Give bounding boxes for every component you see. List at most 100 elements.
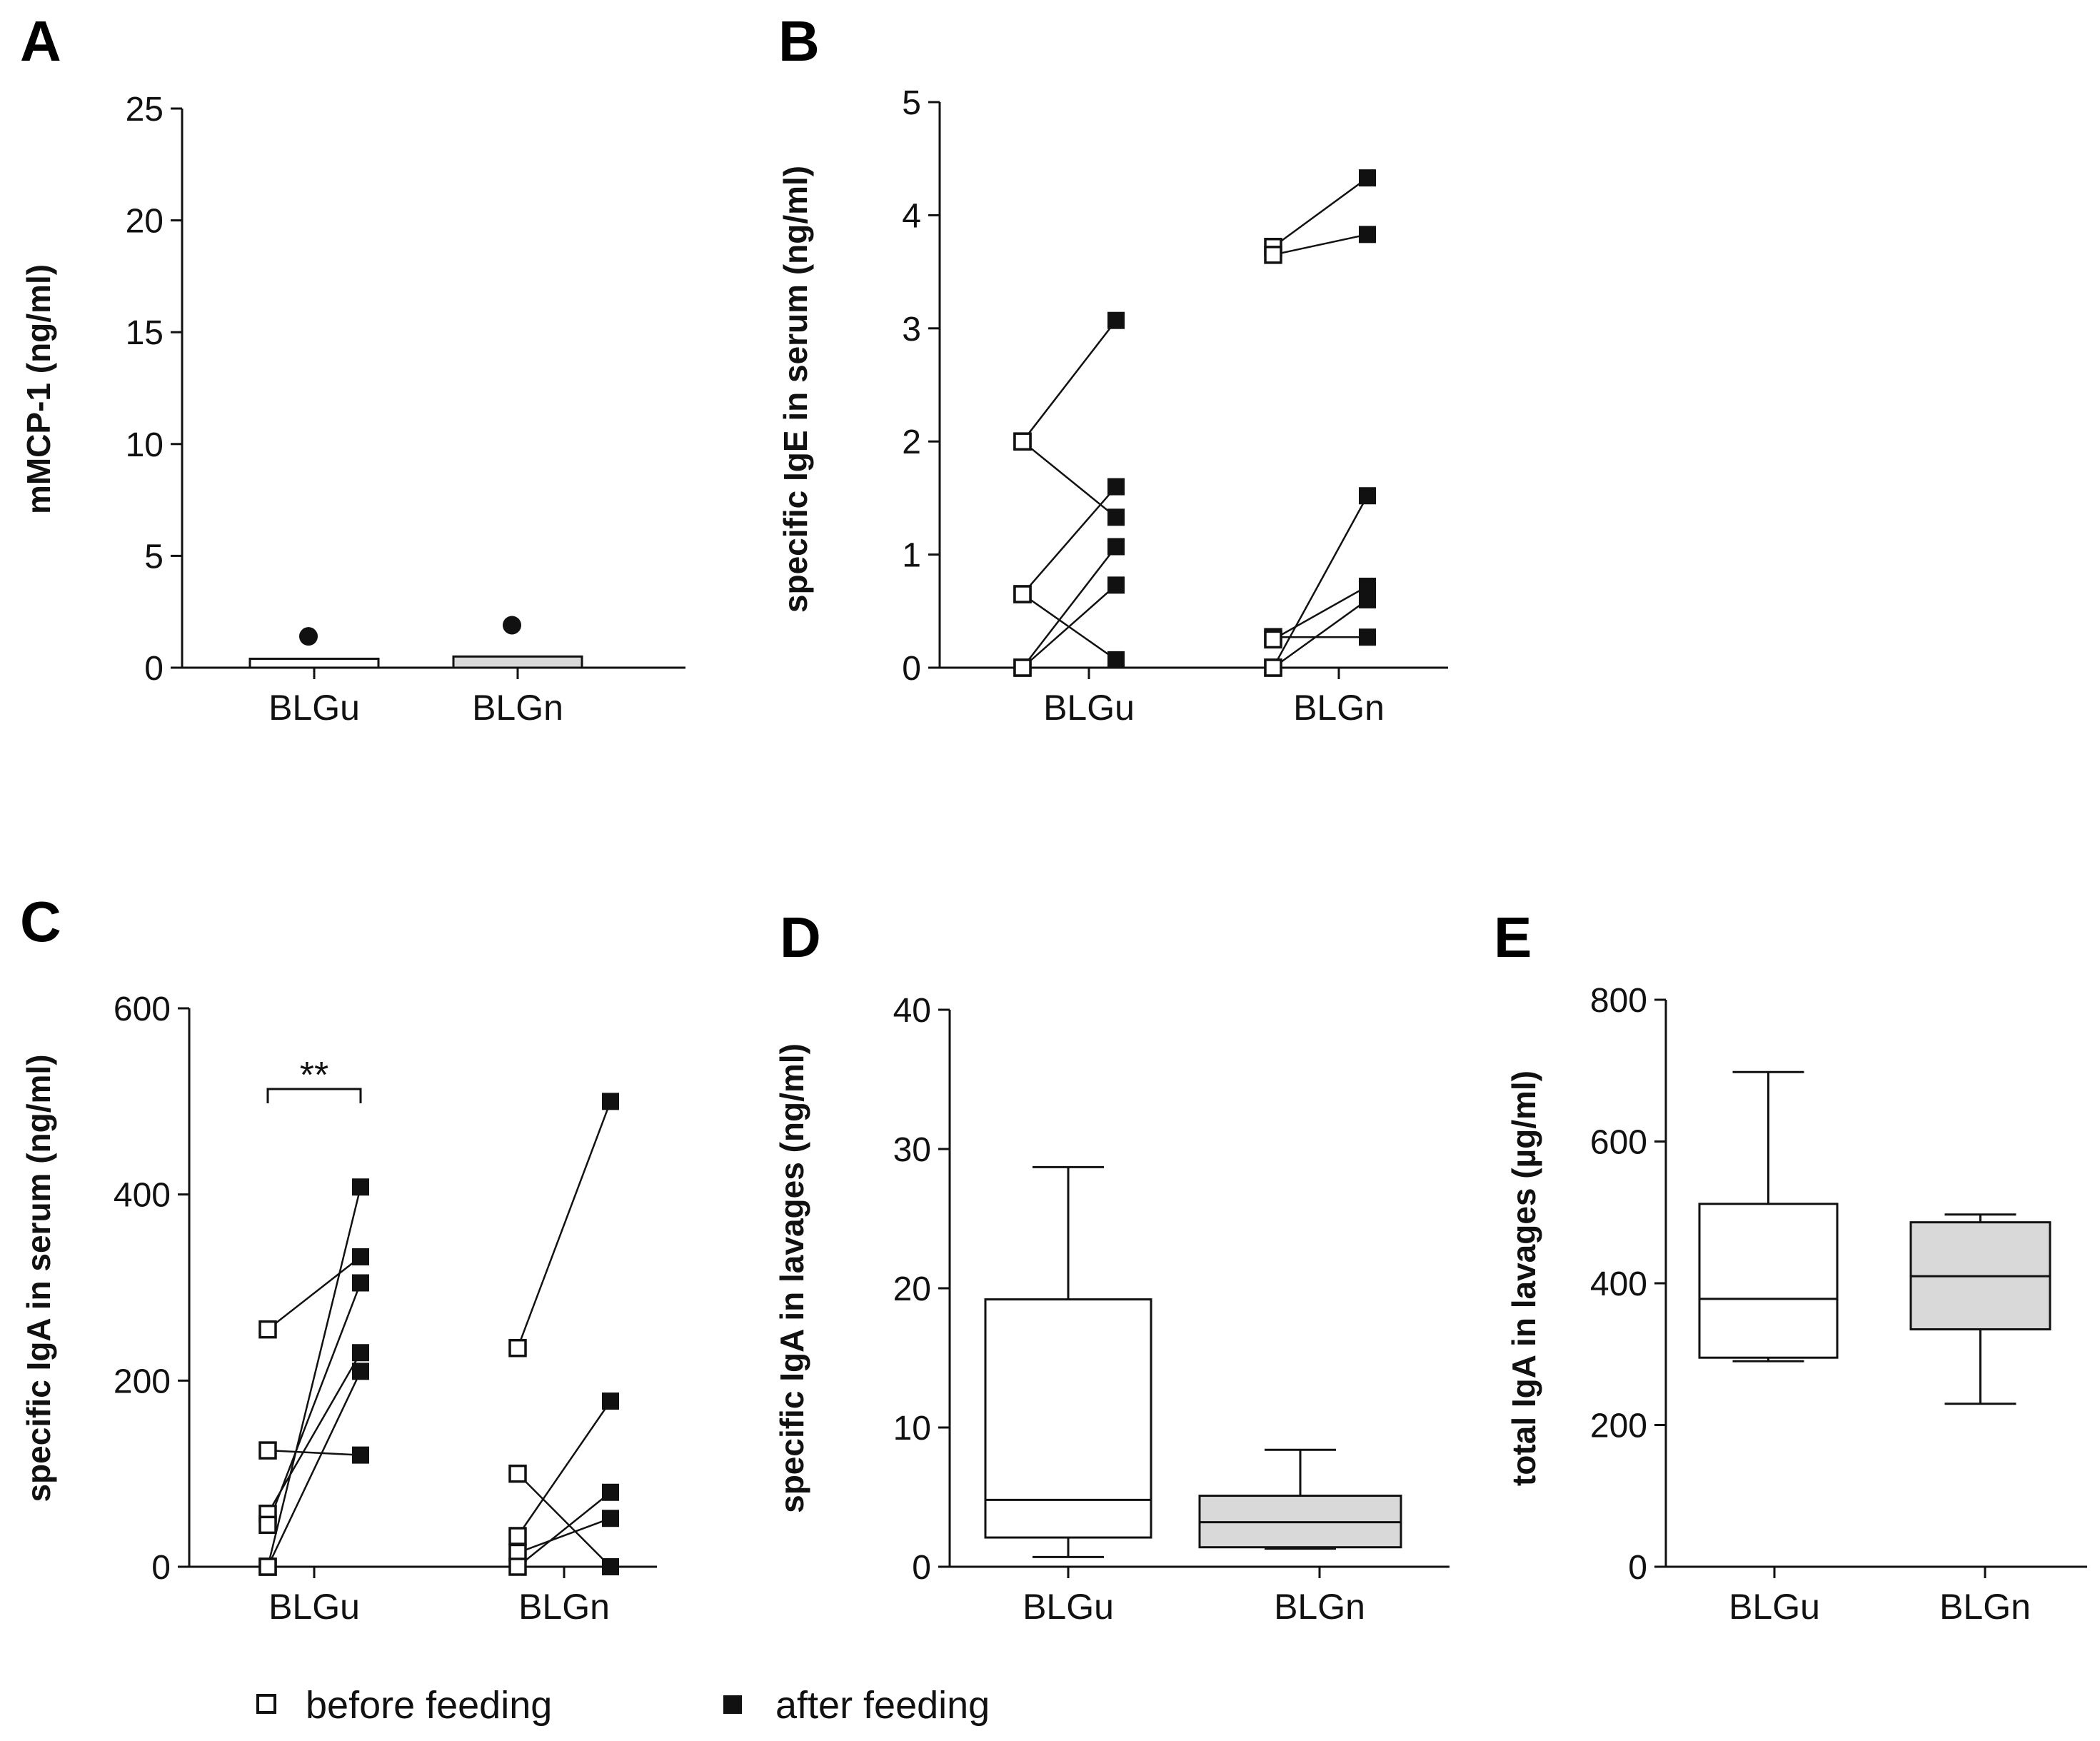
- y-tick-label: 3: [902, 311, 921, 348]
- pair-line: [266, 1186, 362, 1567]
- pair-line: [1272, 234, 1368, 256]
- before-feeding-point: [1264, 246, 1282, 264]
- y-tick-label: 400: [1590, 1265, 1647, 1303]
- before-feeding-point: [1264, 658, 1282, 677]
- y-axis-label: mMCP-1 (ng/ml): [20, 264, 57, 514]
- y-tick-label: 4: [902, 197, 921, 235]
- panel-d: 0 10 20 30 40 BLGu BLGn specific IgA in lavages…: [773, 905, 1450, 1627]
- after-feeding-point: [1107, 538, 1125, 556]
- y-tick-label: 200: [114, 1363, 171, 1400]
- after-feeding-point: [352, 1274, 369, 1292]
- after-feeding-point: [1107, 311, 1125, 329]
- panel-c: 0 200 400 600 BLGu BLGn specific IgA in serum …: [20, 890, 657, 1627]
- before-feeding-point: [1013, 585, 1032, 603]
- pair-line: [266, 1370, 362, 1567]
- pair-line: [1022, 486, 1117, 595]
- after-feeding-point: [352, 1248, 369, 1265]
- before-feeding-point: [258, 1515, 277, 1535]
- x-tick-label: BLGu: [1729, 1587, 1820, 1627]
- legend-before-label: before feeding: [306, 1684, 552, 1727]
- after-feeding-point: [1359, 628, 1376, 646]
- bar: [248, 657, 380, 669]
- pair-line: [517, 1472, 611, 1567]
- pair-line: [1272, 585, 1368, 641]
- legend-after-label: after feeding: [775, 1684, 990, 1727]
- pair-line: [1022, 441, 1117, 518]
- box: [984, 1298, 1152, 1539]
- after-feeding-point: [602, 1093, 619, 1110]
- legend-before-marker: [256, 1694, 276, 1714]
- before-feeding-point: [508, 1338, 527, 1358]
- pair-line: [266, 1283, 362, 1525]
- pair-line: [1022, 546, 1117, 668]
- y-axis-label: specific IgA in serum (ng/ml): [20, 1054, 57, 1502]
- before-feeding-point: [258, 1557, 277, 1576]
- panel-b: 0 1 2 3 4 5 BLGu BLGn specific IgE in serum (ng/…: [777, 9, 1448, 728]
- y-tick-label: 30: [893, 1131, 931, 1169]
- pair-line: [1022, 584, 1117, 668]
- after-feeding-point: [352, 1178, 369, 1196]
- y-axis-label: specific IgA in lavages (ng/ml): [773, 1043, 810, 1513]
- y-tick-label: 0: [902, 650, 921, 688]
- y-tick-label: 0: [151, 1549, 171, 1587]
- y-tick-label: 200: [1590, 1408, 1647, 1445]
- y-tick-label: 400: [114, 1177, 171, 1215]
- panel-letter: B: [778, 9, 820, 73]
- box: [1698, 1203, 1839, 1359]
- significance-label: **: [300, 1055, 328, 1096]
- before-feeding-point: [1264, 630, 1282, 649]
- before-feeding-point: [258, 1441, 277, 1460]
- after-feeding-point: [352, 1344, 369, 1362]
- outlier-point: [299, 627, 318, 646]
- y-tick-label: 0: [912, 1549, 931, 1587]
- after-feeding-point: [1107, 651, 1125, 668]
- pair-line: [517, 1491, 611, 1567]
- after-feeding-point: [1359, 591, 1376, 608]
- panel-a: 0 5 10 15 20 25 BLGu BLGn mMCP-1 (ng/ml) A: [20, 9, 685, 728]
- pair-line: [1272, 177, 1368, 248]
- after-feeding-point: [1107, 478, 1125, 496]
- pair-line: [1272, 598, 1368, 669]
- after-feeding-point: [352, 1446, 369, 1464]
- after-feeding-point: [1359, 169, 1376, 187]
- significance-bracket: [266, 1088, 362, 1103]
- y-tick-label: 0: [144, 650, 164, 688]
- x-tick-label: BLGu: [268, 1587, 360, 1627]
- panel-letter: A: [20, 9, 61, 73]
- y-tick-label: 5: [144, 538, 164, 576]
- pair-line: [516, 1100, 612, 1349]
- x-tick-label: BLGu: [268, 688, 360, 728]
- after-feeding-point: [602, 1510, 619, 1527]
- x-tick-label: BLGu: [1023, 1587, 1114, 1627]
- x-tick-label: BLGn: [518, 1587, 610, 1627]
- legend: before feeding after feeding: [256, 1684, 990, 1727]
- after-feeding-point: [352, 1363, 369, 1380]
- after-feeding-point: [602, 1483, 619, 1501]
- pair-line: [1022, 319, 1117, 442]
- y-tick-label: 20: [893, 1270, 931, 1308]
- panel-e: 0 200 400 600 800 BLGu BLGn total IgA in lavage…: [1494, 905, 2087, 1627]
- y-tick-label: 600: [114, 990, 171, 1028]
- after-feeding-point: [602, 1393, 619, 1410]
- y-tick-label: 10: [126, 426, 164, 464]
- y-tick-label: 1: [902, 537, 921, 575]
- pair-line: [516, 1400, 612, 1537]
- after-feeding-point: [1359, 226, 1376, 244]
- pair-line: [267, 1449, 361, 1456]
- pair-line: [517, 1517, 611, 1554]
- y-tick-label: 5: [902, 84, 921, 122]
- pair-line: [1272, 495, 1369, 668]
- y-tick-label: 600: [1590, 1124, 1647, 1162]
- y-axis-label: specific IgE in serum (ng/ml): [777, 166, 814, 613]
- before-feeding-point: [1013, 432, 1032, 451]
- panel-letter: D: [780, 905, 821, 969]
- before-feeding-point: [1013, 658, 1032, 677]
- y-tick-label: 10: [893, 1410, 931, 1448]
- x-tick-label: BLGn: [472, 688, 563, 728]
- outlier-point: [503, 616, 521, 635]
- bar: [452, 655, 583, 669]
- pair-line: [267, 1256, 361, 1330]
- panel-letter: C: [20, 890, 61, 953]
- before-feeding-point: [508, 1464, 527, 1483]
- y-tick-label: 0: [1628, 1549, 1647, 1587]
